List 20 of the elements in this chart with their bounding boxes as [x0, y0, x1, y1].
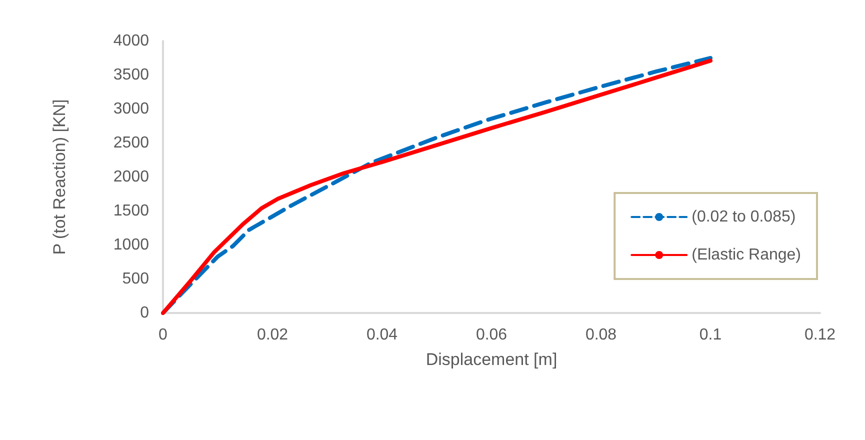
- y-tick-label: 3000: [113, 100, 150, 118]
- y-tick-label: 4000: [113, 32, 150, 50]
- legend-label: (Elastic Range): [692, 246, 801, 264]
- y-tick-label: 3500: [113, 66, 150, 84]
- legend-label: (0.02 to 0.085): [692, 208, 796, 226]
- x-tick-label: 0: [158, 326, 168, 344]
- x-tick-label: 0.04: [366, 326, 398, 344]
- x-tick-label: 0.06: [476, 326, 508, 344]
- y-tick-label: 1000: [113, 236, 150, 254]
- y-tick-label: 0: [140, 304, 150, 322]
- y-tick-label: 2000: [113, 168, 150, 186]
- x-axis-title: Displacement [m]: [426, 350, 558, 369]
- y-tick-label: 2500: [113, 134, 150, 152]
- y-tick-label: 1500: [113, 202, 150, 220]
- x-tick-label: 0.02: [256, 326, 288, 344]
- y-axis-title: P (tot Reaction) [KN]: [50, 99, 69, 255]
- x-tick-label: 0.12: [804, 326, 836, 344]
- x-tick-label: 0.1: [699, 326, 722, 344]
- x-tick-label: 0.08: [585, 326, 617, 344]
- y-tick-label: 500: [122, 270, 150, 288]
